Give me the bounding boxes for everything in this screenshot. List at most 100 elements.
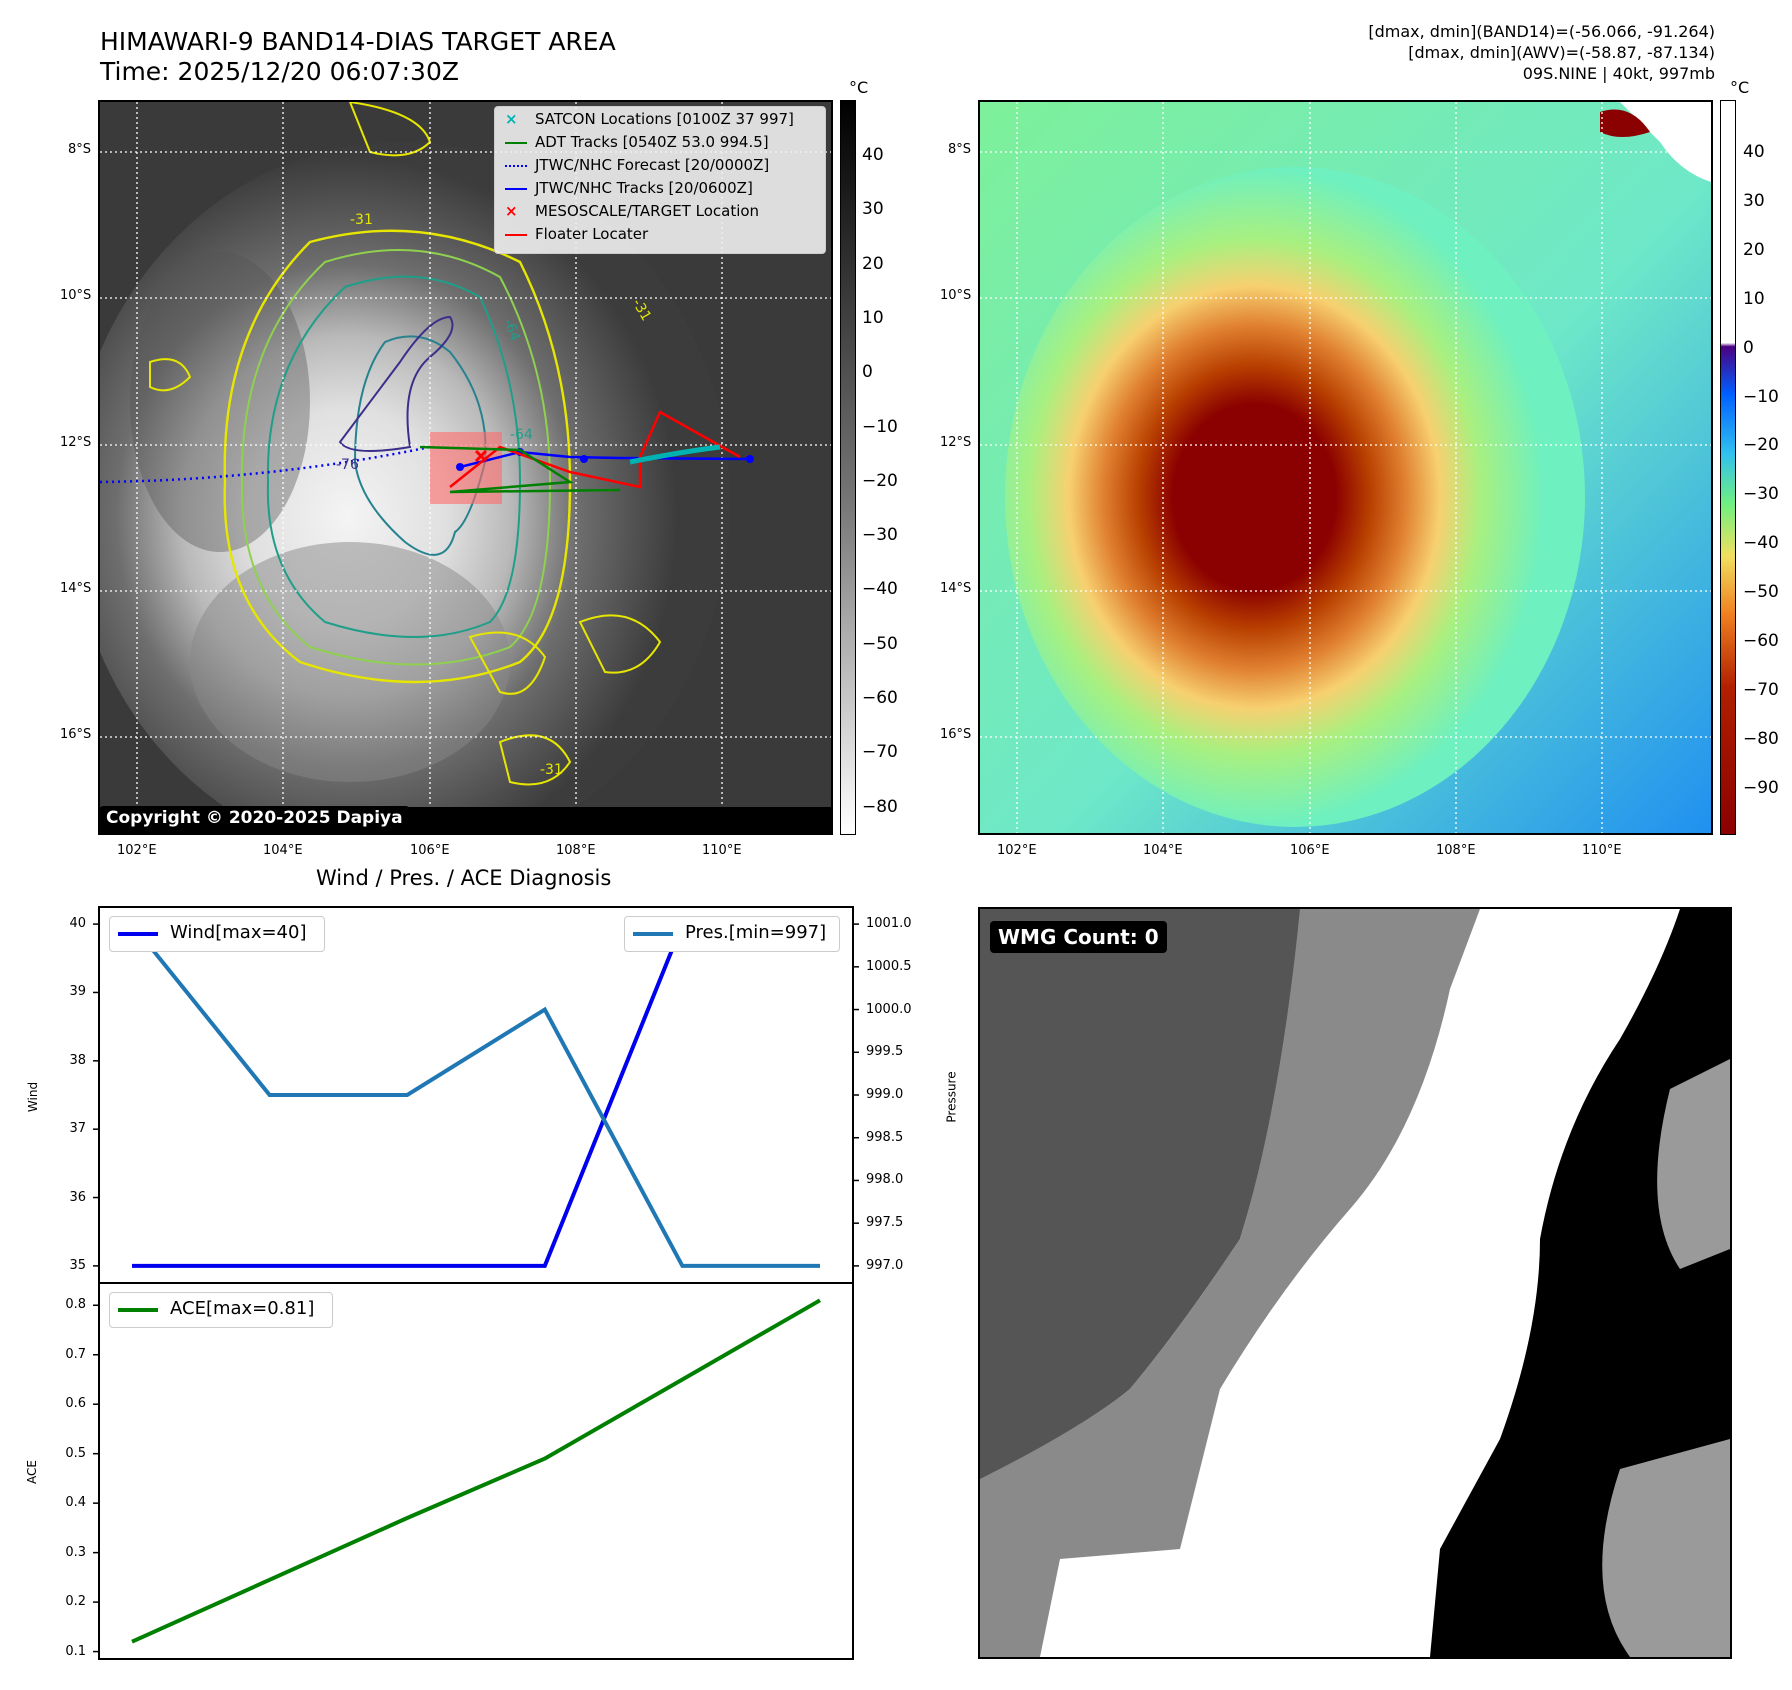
legend-item-satcon: × SATCON Locations [0100Z 37 997] — [505, 110, 794, 128]
x-marker-icon: × — [505, 202, 518, 220]
figure-time: Time: 2025/12/20 06:07:30Z — [100, 57, 459, 86]
colorbar-tick: 10 — [862, 307, 884, 328]
colorbar-tick: −70 — [1743, 679, 1779, 700]
y-axis-label-pressure: Pressure — [944, 1071, 959, 1123]
legend-item-floater: Floater Locater — [505, 225, 648, 243]
line-icon — [118, 932, 158, 936]
colorbar-tick: −40 — [1743, 533, 1779, 554]
wmg-image — [980, 909, 1730, 1657]
legend-item-tracks: JTWC/NHC Tracks [20/0600Z] — [505, 179, 753, 197]
lon-tick: 102°E — [117, 843, 157, 858]
lat-tick: 16°S — [940, 727, 972, 742]
lon-tick: 106°E — [410, 843, 450, 858]
colorbar-tick: −70 — [862, 742, 898, 763]
y-tick-label: 1001.0 — [866, 916, 912, 932]
y-tick-label: 998.5 — [866, 1129, 904, 1145]
awv-map-image — [980, 102, 1711, 833]
contour-label: -64 — [510, 427, 533, 443]
line-icon — [505, 141, 527, 144]
wmg-count-badge: WMG Count: 0 — [990, 921, 1167, 953]
colorbar-tick: −50 — [862, 633, 898, 654]
lon-tick: 104°E — [263, 843, 303, 858]
line-dot-icon — [505, 187, 527, 190]
lat-tick: 16°S — [60, 727, 92, 742]
legend-item-target: × MESOSCALE/TARGET Location — [505, 202, 760, 220]
line-icon — [118, 1308, 158, 1312]
y-tick-label: 35 — [69, 1257, 86, 1273]
dotted-line-icon — [505, 164, 527, 167]
colorbar-tick: −60 — [1743, 631, 1779, 651]
y-tick-label: 38 — [69, 1052, 86, 1068]
lat-tick: 10°S — [940, 288, 972, 303]
wind-line — [132, 922, 820, 1268]
y-axis-label-wind: Wind — [26, 1081, 41, 1113]
wind-pres-axes-frame — [98, 906, 854, 1284]
lon-tick: 106°E — [1290, 843, 1330, 858]
colorbar-tick: 30 — [1743, 190, 1765, 211]
ir-map-image — [100, 102, 831, 833]
info-awv-range: [dmax, dmin](AWV)=(-58.87, -87.134) — [1408, 43, 1715, 62]
right-colorbar — [1720, 100, 1736, 835]
ace-line — [131, 1298, 821, 1644]
colorbar-tick: −50 — [1743, 582, 1779, 603]
info-band14-range: [dmax, dmin](BAND14)=(-56.066, -91.264) — [1368, 22, 1715, 41]
colorbar-tick: −30 — [1743, 484, 1779, 505]
diagnosis-title: Wind / Pres. / ACE Diagnosis — [316, 866, 612, 890]
ace-axes-frame — [98, 1282, 854, 1660]
figure-title: HIMAWARI-9 BAND14-DIAS TARGET AREA — [100, 27, 616, 56]
colorbar-tick: −80 — [1743, 728, 1779, 749]
wind-legend: Wind[max=40] — [109, 916, 325, 952]
ace-legend: ACE[max=0.81] — [109, 1292, 333, 1328]
y-tick-label: 37 — [69, 1121, 86, 1137]
copyright-badge: Copyright © 2020-2025 Dapiya — [100, 806, 409, 830]
y-tick-label: 36 — [69, 1189, 86, 1205]
lat-tick: 12°S — [940, 435, 972, 450]
left-colorbar — [840, 100, 856, 835]
map-legend: × SATCON Locations [0100Z 37 997] ADT Tra… — [494, 106, 826, 254]
colorbar-tick: 0 — [862, 362, 873, 383]
y-tick-label: 997.5 — [866, 1215, 904, 1231]
colorbar-tick: −90 — [1743, 777, 1779, 798]
x-marker-icon: × — [505, 110, 518, 128]
colorbar-tick: 0 — [1743, 337, 1754, 358]
lon-tick: 108°E — [556, 843, 596, 858]
colorbar-tick: −10 — [1743, 386, 1779, 407]
y-tick-label: 0.6 — [65, 1396, 86, 1412]
lon-tick: 104°E — [1143, 843, 1183, 858]
y-tick-label: 998.0 — [866, 1172, 904, 1188]
y-tick-label: 0.4 — [65, 1495, 86, 1511]
y-tick-label: 0.8 — [65, 1297, 86, 1313]
y-tick-label: 39 — [69, 984, 86, 1000]
colorbar-tick: −60 — [862, 688, 898, 708]
contour-label: -31 — [350, 212, 373, 228]
colorbar-tick: −20 — [1743, 435, 1779, 456]
y-tick-label: 999.5 — [866, 1044, 904, 1060]
lon-tick: 102°E — [997, 843, 1037, 858]
ir-map-panel: -31 -64 -76 -31 -31 -64 — [98, 100, 833, 835]
lon-tick: 108°E — [1436, 843, 1476, 858]
legend-item-forecast: JTWC/NHC Forecast [20/0000Z] — [505, 156, 769, 174]
lat-tick: 12°S — [60, 435, 92, 450]
y-tick-label: 40 — [69, 916, 86, 932]
colorbar-tick: −20 — [862, 470, 898, 491]
colorbar-tick: 40 — [862, 145, 884, 165]
colorbar-unit: °C — [1730, 78, 1750, 97]
awv-map-panel — [978, 100, 1713, 835]
colorbar-tick: 20 — [862, 253, 884, 274]
y-tick-label: 999.0 — [866, 1087, 904, 1102]
pressure-legend: Pres.[min=997] — [624, 916, 840, 952]
y-tick-label: 0.5 — [65, 1445, 86, 1461]
lat-tick: 8°S — [948, 142, 972, 157]
y-axis-label-ace: ACE — [24, 1460, 39, 1484]
y-tick-label: 997.0 — [866, 1257, 904, 1273]
lon-tick: 110°E — [1582, 843, 1622, 858]
y-tick-label: 0.7 — [65, 1346, 86, 1362]
colorbar-tick: 10 — [1743, 288, 1765, 309]
colorbar-tick: 40 — [1743, 142, 1765, 162]
y-tick-label: 0.2 — [65, 1594, 86, 1610]
colorbar-tick: 30 — [862, 199, 884, 220]
colorbar-tick: 20 — [1743, 239, 1765, 260]
y-tick-label: 1000.0 — [866, 1001, 912, 1017]
line-icon — [633, 932, 673, 936]
lat-tick: 8°S — [68, 142, 92, 157]
